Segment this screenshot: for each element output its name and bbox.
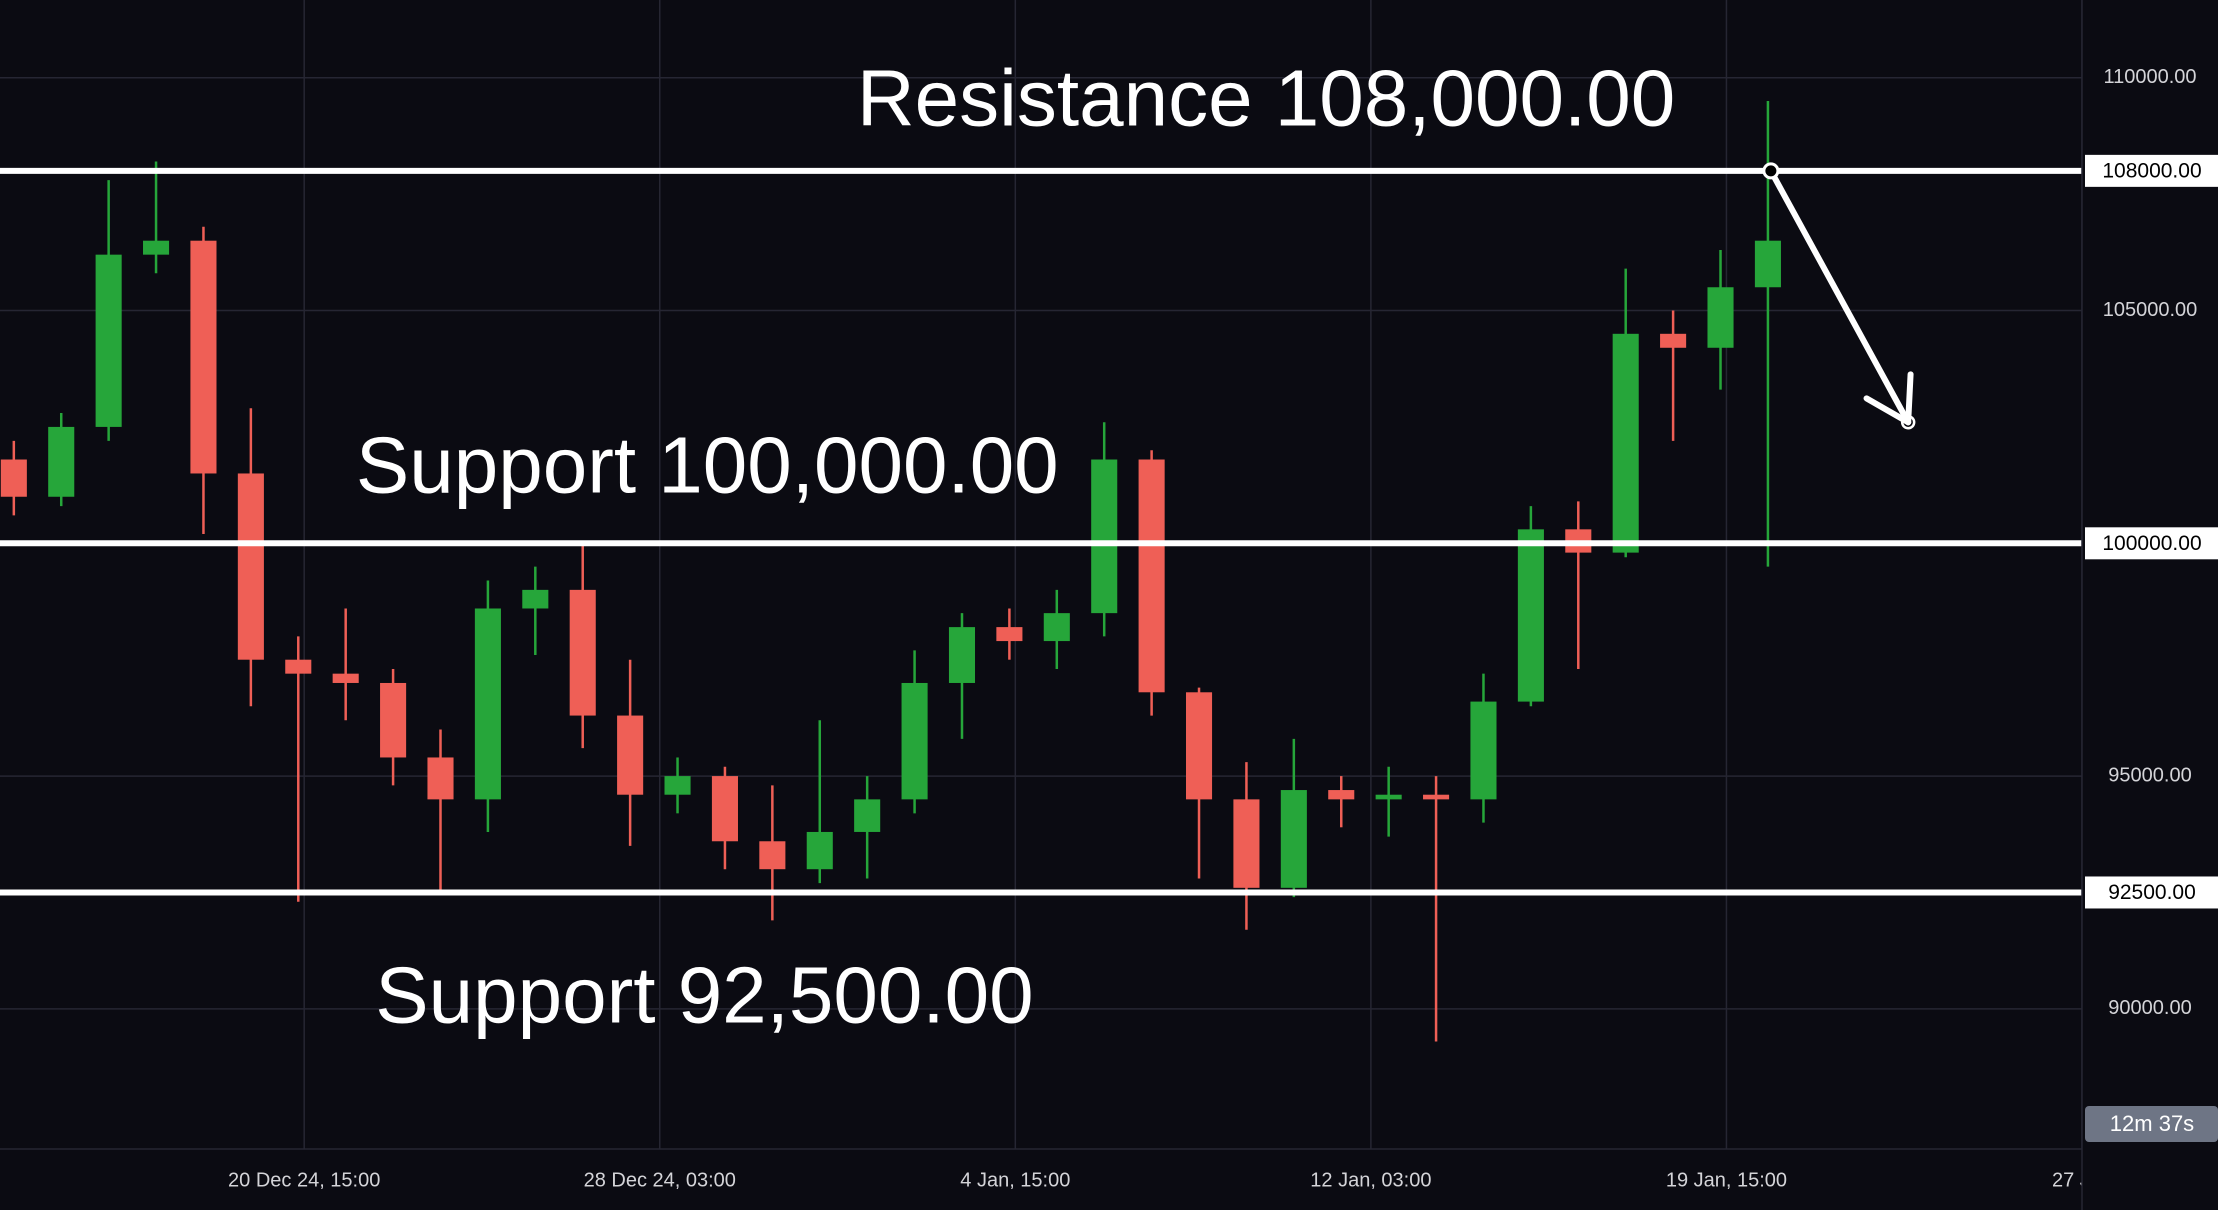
candle-body xyxy=(285,659,312,674)
price-label: 100000.00 xyxy=(2102,532,2201,555)
candle-body xyxy=(1612,333,1639,553)
x-tick-label: 28 Dec 24, 03:00 xyxy=(584,1169,736,1191)
countdown: 12m 37s xyxy=(2110,1111,2194,1136)
candle-body xyxy=(617,715,644,795)
candle-body xyxy=(1328,790,1355,800)
candle-body xyxy=(1517,529,1544,702)
candle-body xyxy=(1091,459,1118,614)
x-tick-label: 19 Jan, 15:00 xyxy=(1666,1169,1787,1191)
candle-body xyxy=(427,757,454,800)
x-tick-label: 4 Jan, 15:00 xyxy=(960,1169,1070,1191)
level-annotation: Resistance 108,000.00 xyxy=(857,54,1675,143)
price-label-box xyxy=(2085,876,2218,909)
candle-body xyxy=(48,426,75,497)
candle-body xyxy=(711,776,738,842)
candle-body xyxy=(1375,794,1402,800)
price-axis xyxy=(2082,0,2218,1210)
candle-body xyxy=(948,627,976,683)
candle-body xyxy=(1754,240,1781,288)
y-tick-label: 105000.00 xyxy=(2103,299,2198,321)
candle-body xyxy=(1233,799,1260,888)
candle-body xyxy=(1660,333,1687,348)
candle-body xyxy=(1280,790,1307,888)
price-label: 92500.00 xyxy=(2108,881,2196,904)
arrow-shaft xyxy=(1767,167,1912,426)
arrow-start xyxy=(1762,162,1780,180)
candle-body xyxy=(1707,287,1734,348)
candle-body xyxy=(380,682,407,758)
candle-body xyxy=(1423,794,1450,800)
candle-body xyxy=(901,682,928,800)
candle-body xyxy=(854,799,881,832)
x-tick-label: 12 Jan, 03:00 xyxy=(1310,1169,1431,1191)
candle-body xyxy=(1138,459,1165,693)
candle-body xyxy=(664,776,691,795)
candle-body xyxy=(143,240,170,255)
candle-body xyxy=(522,589,549,609)
level-annotation: Support 100,000.00 xyxy=(356,420,1059,509)
candle-body xyxy=(190,240,217,474)
candle-body xyxy=(95,254,122,427)
candle-body xyxy=(0,459,27,497)
x-tick-label: 20 Dec 24, 15:00 xyxy=(228,1169,380,1191)
candle-body xyxy=(1470,701,1497,800)
candle-body xyxy=(759,841,786,870)
candle-body xyxy=(1043,613,1070,642)
candle-body xyxy=(332,673,359,683)
candle-body xyxy=(569,589,596,716)
candle-body xyxy=(1185,692,1213,800)
arrow-head xyxy=(1905,371,1914,426)
price-label-box xyxy=(2085,527,2218,560)
level-annotation: Support 92,500.00 xyxy=(375,951,1033,1040)
arrow-end xyxy=(1900,415,1916,430)
countdown-box xyxy=(2085,1106,2218,1142)
candle-body xyxy=(806,831,833,870)
price-label-box xyxy=(2085,154,2218,187)
arrow-head xyxy=(1863,395,1912,426)
candle-body xyxy=(237,473,264,660)
price-label: 108000.00 xyxy=(2102,159,2201,182)
y-tick-label: 110000.00 xyxy=(2103,66,2196,88)
y-tick-label: 90000.00 xyxy=(2108,997,2191,1019)
candle-body xyxy=(996,627,1023,642)
plot-area xyxy=(0,0,2082,1149)
candle-body xyxy=(474,608,501,800)
y-tick-label: 95000.00 xyxy=(2108,764,2191,786)
